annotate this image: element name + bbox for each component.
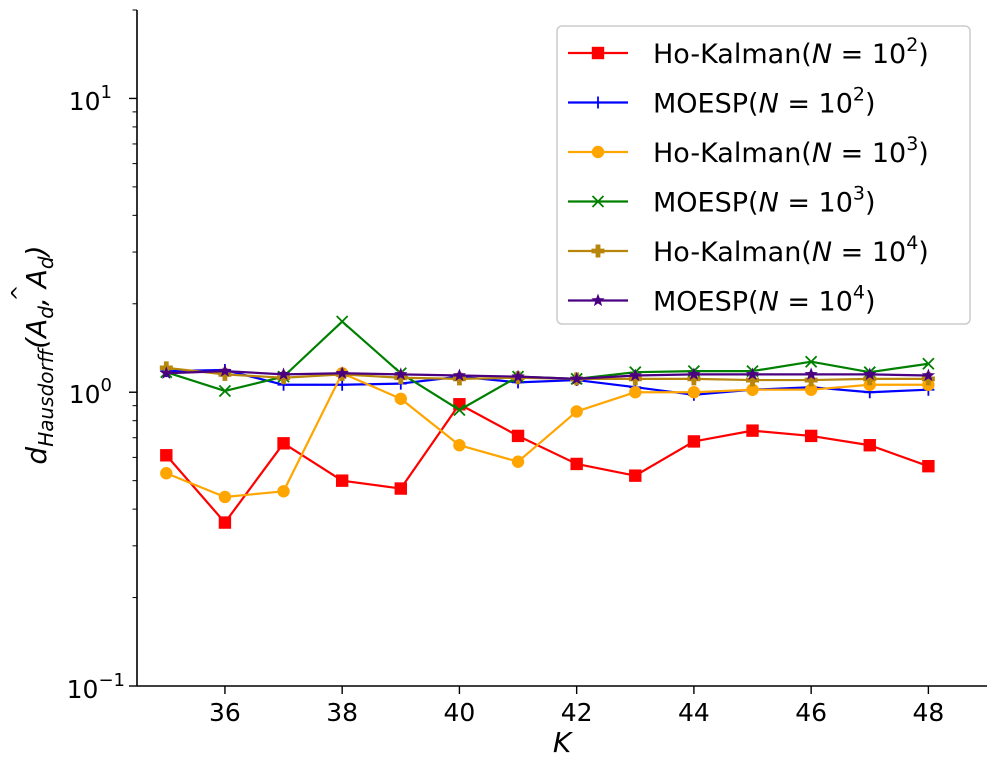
data-point — [159, 366, 173, 379]
data-point — [628, 372, 642, 386]
series-6 — [159, 364, 936, 385]
legend-label: MOESP(N = 104) — [653, 282, 876, 318]
data-point — [687, 367, 701, 381]
legend: Ho-Kalman(N = 102) MOESP(N = 102) Ho-Kalma… — [556, 25, 971, 325]
data-point — [218, 364, 232, 377]
data-point — [746, 424, 759, 437]
data-point — [394, 367, 408, 381]
data-point — [335, 474, 349, 487]
data-point — [277, 485, 290, 498]
data-point — [570, 457, 583, 471]
x-tick-label: 36 — [209, 698, 241, 727]
y-axis-label-hat: ^ — [7, 285, 31, 302]
data-point — [394, 371, 408, 385]
data-point — [218, 516, 232, 529]
data-point — [863, 367, 877, 381]
legend-item: MOESP(N = 103) — [568, 183, 876, 219]
data-point — [746, 383, 759, 396]
legend-item: Ho-Kalman(N = 103) — [568, 133, 929, 169]
legend-marker — [592, 96, 604, 109]
data-point — [687, 386, 701, 399]
data-point — [336, 315, 349, 328]
data-point — [804, 383, 818, 396]
data-point — [746, 373, 760, 387]
x-tick-label: 46 — [795, 698, 827, 727]
data-point — [511, 369, 525, 383]
y-axis-label: dHausdorff(Ad, Ad) ^ — [7, 245, 58, 464]
legend-marker — [591, 244, 605, 258]
data-point — [394, 482, 407, 495]
data-point — [511, 429, 525, 443]
legend-marker — [591, 195, 605, 208]
y-tick-label-1: 101 — [69, 82, 112, 116]
series-layer — [159, 315, 936, 529]
data-point — [629, 469, 642, 482]
data-point — [922, 357, 935, 370]
legend-item: MOESP(N = 102) — [568, 84, 876, 120]
data-point — [921, 372, 935, 386]
ticks-layer: 36 38 40 42 44 46 48 — [129, 9, 944, 727]
legend-marker — [591, 46, 605, 60]
data-point — [160, 449, 173, 462]
data-point — [804, 373, 818, 387]
legend-item: Ho-Kalman(N = 102) — [568, 34, 929, 70]
series-line — [166, 370, 929, 380]
data-point — [687, 372, 701, 386]
data-point — [745, 367, 760, 381]
data-point — [570, 405, 583, 418]
legend-item: Ho-Kalman(N = 104) — [568, 232, 929, 268]
svg-text:dHausdorff(Ad, Ad): dHausdorff(Ad, Ad) — [20, 245, 58, 464]
data-point — [335, 366, 349, 379]
data-point — [453, 439, 466, 452]
data-point — [511, 455, 525, 468]
x-axis-label: K — [553, 726, 574, 759]
data-point — [452, 372, 466, 386]
data-point — [629, 386, 642, 399]
series-line — [166, 368, 929, 396]
data-point — [453, 403, 466, 417]
data-point — [277, 437, 290, 450]
legend-marker — [591, 293, 605, 307]
data-point — [922, 459, 935, 473]
series-3 — [160, 367, 935, 504]
legend-item: MOESP(N = 104) — [568, 282, 876, 318]
data-point — [277, 371, 291, 385]
legend-label: Ho-Kalman(N = 102) — [653, 34, 929, 70]
data-point — [804, 367, 818, 381]
data-point — [276, 367, 291, 381]
data-point — [628, 368, 642, 382]
data-point — [805, 355, 818, 368]
data-point — [687, 435, 701, 448]
data-point — [804, 429, 818, 443]
data-point — [570, 371, 584, 385]
x-tick-label: 38 — [326, 698, 358, 727]
x-tick-label: 40 — [444, 698, 476, 727]
y-tick-label-0: 100 — [69, 375, 112, 409]
data-point — [218, 490, 232, 504]
legend-label: Ho-Kalman(N = 103) — [653, 133, 929, 169]
x-tick-label: 42 — [561, 698, 593, 727]
data-point — [160, 467, 173, 480]
x-tick-label: 48 — [912, 698, 944, 727]
data-point — [452, 368, 467, 382]
data-point — [218, 367, 232, 381]
legend-label: MOESP(N = 102) — [653, 84, 876, 120]
legend-marker — [591, 145, 605, 159]
x-tick-label: 44 — [678, 698, 710, 727]
legend-box — [556, 25, 971, 325]
series-line — [165, 372, 929, 499]
data-point — [863, 439, 876, 452]
data-point — [863, 372, 877, 386]
series-line — [165, 403, 929, 524]
legend-label: MOESP(N = 103) — [653, 183, 876, 219]
data-point — [921, 368, 936, 382]
data-point — [218, 384, 232, 398]
y-tick-label-m1: 10−1 — [67, 670, 125, 704]
legend-label: Ho-Kalman(N = 104) — [653, 232, 929, 268]
data-point — [394, 392, 407, 405]
legend-items: Ho-Kalman(N = 102) MOESP(N = 102) Ho-Kalma… — [568, 34, 929, 318]
